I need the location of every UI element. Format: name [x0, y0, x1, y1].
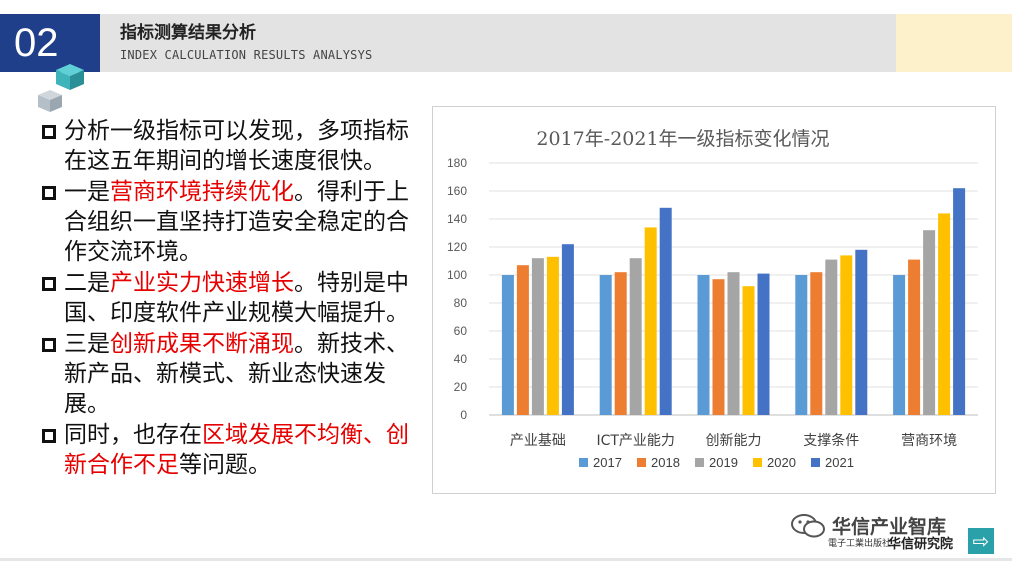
checkbox-bullet-icon — [42, 125, 56, 139]
legend-swatch — [637, 458, 646, 467]
bar-2021 — [855, 249, 868, 415]
section-number: 02 — [0, 14, 100, 72]
y-tick-label: 140 — [447, 212, 467, 226]
bullet-highlight-text: 营商环境持续优化 — [110, 179, 294, 205]
legend-label: 2017 — [593, 455, 622, 470]
bar-2019 — [727, 272, 740, 415]
bullet-text: 同时，也存在 — [64, 422, 202, 448]
watermark-brand: 华信产业智库 — [832, 516, 947, 538]
checkbox-bullet-icon — [42, 186, 56, 200]
bullet-item: 三是创新成果不断涌现。新技术、新产品、新模式、新业态快速发展。 — [40, 329, 425, 419]
bullet-text: 三是 — [64, 331, 110, 357]
bar-2017 — [501, 275, 514, 415]
x-tick-label: 创新能力 — [706, 433, 762, 449]
watermark-institute: 华信研究院 — [888, 537, 954, 552]
bullet-text: 一是 — [64, 179, 110, 205]
bullet-text: 二是 — [64, 270, 110, 296]
bar-2017 — [599, 275, 612, 415]
y-tick-label: 160 — [447, 184, 467, 198]
x-tick-label: ICT产业能力 — [596, 433, 674, 449]
bullet-item: 同时，也存在区域发展不均衡、创新合作不足等问题。 — [40, 420, 425, 480]
bar-2020 — [546, 256, 559, 415]
page-title: 指标测算结果分析 — [120, 23, 256, 43]
y-tick-label: 0 — [460, 408, 467, 422]
bar-chart: 2017年-2021年一级指标变化情况 0 20 40 60 80 100 120 140 160… — [447, 128, 978, 470]
bar-2018 — [810, 272, 823, 415]
y-tick-label: 120 — [447, 240, 467, 254]
bar-2018 — [516, 265, 529, 415]
bar-2017 — [697, 275, 710, 415]
bar-2021 — [561, 244, 574, 415]
bar-2017 — [893, 275, 906, 415]
bar-2021 — [757, 273, 770, 415]
x-tick-label: 营商环境 — [901, 433, 957, 449]
bullet-item: 一是营商环境持续优化。得利于上合组织一直坚持打造安全稳定的合作交流环境。 — [40, 177, 425, 267]
legend-label: 2021 — [825, 455, 854, 470]
bar-2020 — [938, 213, 951, 415]
bullet-item: 分析一级指标可以发现，多项指标在这五年期间的增长速度很快。 — [40, 116, 425, 176]
page-subtitle: INDEX CALCULATION RESULTS ANALYSYS — [120, 48, 373, 62]
bar-2018 — [712, 279, 725, 415]
y-tick-label: 40 — [454, 352, 468, 366]
header-bar — [100, 14, 896, 72]
y-tick-label: 20 — [454, 380, 468, 394]
bar-2018 — [908, 259, 921, 415]
checkbox-bullet-icon — [42, 277, 56, 291]
checkbox-bullet-icon — [42, 429, 56, 443]
bar-2019 — [531, 258, 544, 415]
bar-2020 — [644, 227, 657, 415]
legend-swatch — [579, 458, 588, 467]
bullet-list: 分析一级指标可以发现，多项指标在这五年期间的增长速度很快。 一是营商环境持续优化。… — [40, 116, 425, 481]
wechat-icon — [791, 514, 825, 538]
chart-frame: 2017年-2021年一级指标变化情况 0 20 40 60 80 100 120 140 160… — [432, 106, 996, 494]
checkbox-bullet-icon — [42, 338, 56, 352]
decorative-cubes-icon — [38, 64, 84, 112]
bullet-highlight-text: 区域发展不均衡、创新合作不足 — [64, 422, 409, 478]
legend-swatch — [695, 458, 704, 467]
bar-2021 — [953, 188, 966, 415]
bullet-text: 分析一级指标可以发现，多项指标在这五年期间的增长速度很快。 — [64, 118, 409, 174]
y-tick-label: 60 — [454, 324, 468, 338]
next-arrow-icon[interactable]: ⇨ — [968, 528, 994, 554]
bullet-text: 。新技术、新产品、新模式、新业态快速发展。 — [64, 331, 409, 417]
bar-2021 — [659, 207, 672, 415]
legend-label: 2018 — [651, 455, 680, 470]
legend-label: 2019 — [709, 455, 738, 470]
x-tick-label: 支撑条件 — [803, 432, 859, 449]
legend-label: 2020 — [767, 455, 796, 470]
bar-2020 — [840, 255, 853, 415]
bullet-highlight-text: 创新成果不断涌现 — [110, 331, 294, 357]
bullet-text: 等问题。 — [179, 452, 271, 478]
bar-2018 — [614, 272, 627, 415]
bullet-item: 二是产业实力快速增长。特别是中国、印度软件产业规模大幅提升。 — [40, 268, 425, 328]
legend-swatch — [811, 458, 820, 467]
x-tick-label: 产业基础 — [510, 432, 566, 449]
watermark-publisher: 電子工業出版社 — [828, 539, 892, 549]
footer-line — [0, 558, 1012, 561]
bullet-text: 。得利于上合组织一直坚持打造安全稳定的合作交流环境。 — [64, 179, 409, 265]
y-tick-label: 180 — [447, 156, 467, 170]
bar-2019 — [923, 230, 936, 415]
bar-2020 — [742, 286, 755, 415]
bullet-highlight-text: 产业实力快速增长 — [110, 270, 294, 296]
bar-2019 — [629, 258, 642, 415]
chart-title: 2017年-2021年一级指标变化情况 — [536, 128, 829, 150]
bullet-text: 。特别是中国、印度软件产业规模大幅提升。 — [64, 270, 409, 326]
y-tick-label: 80 — [454, 296, 468, 310]
bar-2017 — [795, 275, 808, 415]
y-tick-label: 100 — [447, 268, 467, 282]
header-accent — [896, 14, 1012, 72]
bar-2019 — [825, 259, 838, 415]
legend-swatch — [753, 458, 762, 467]
